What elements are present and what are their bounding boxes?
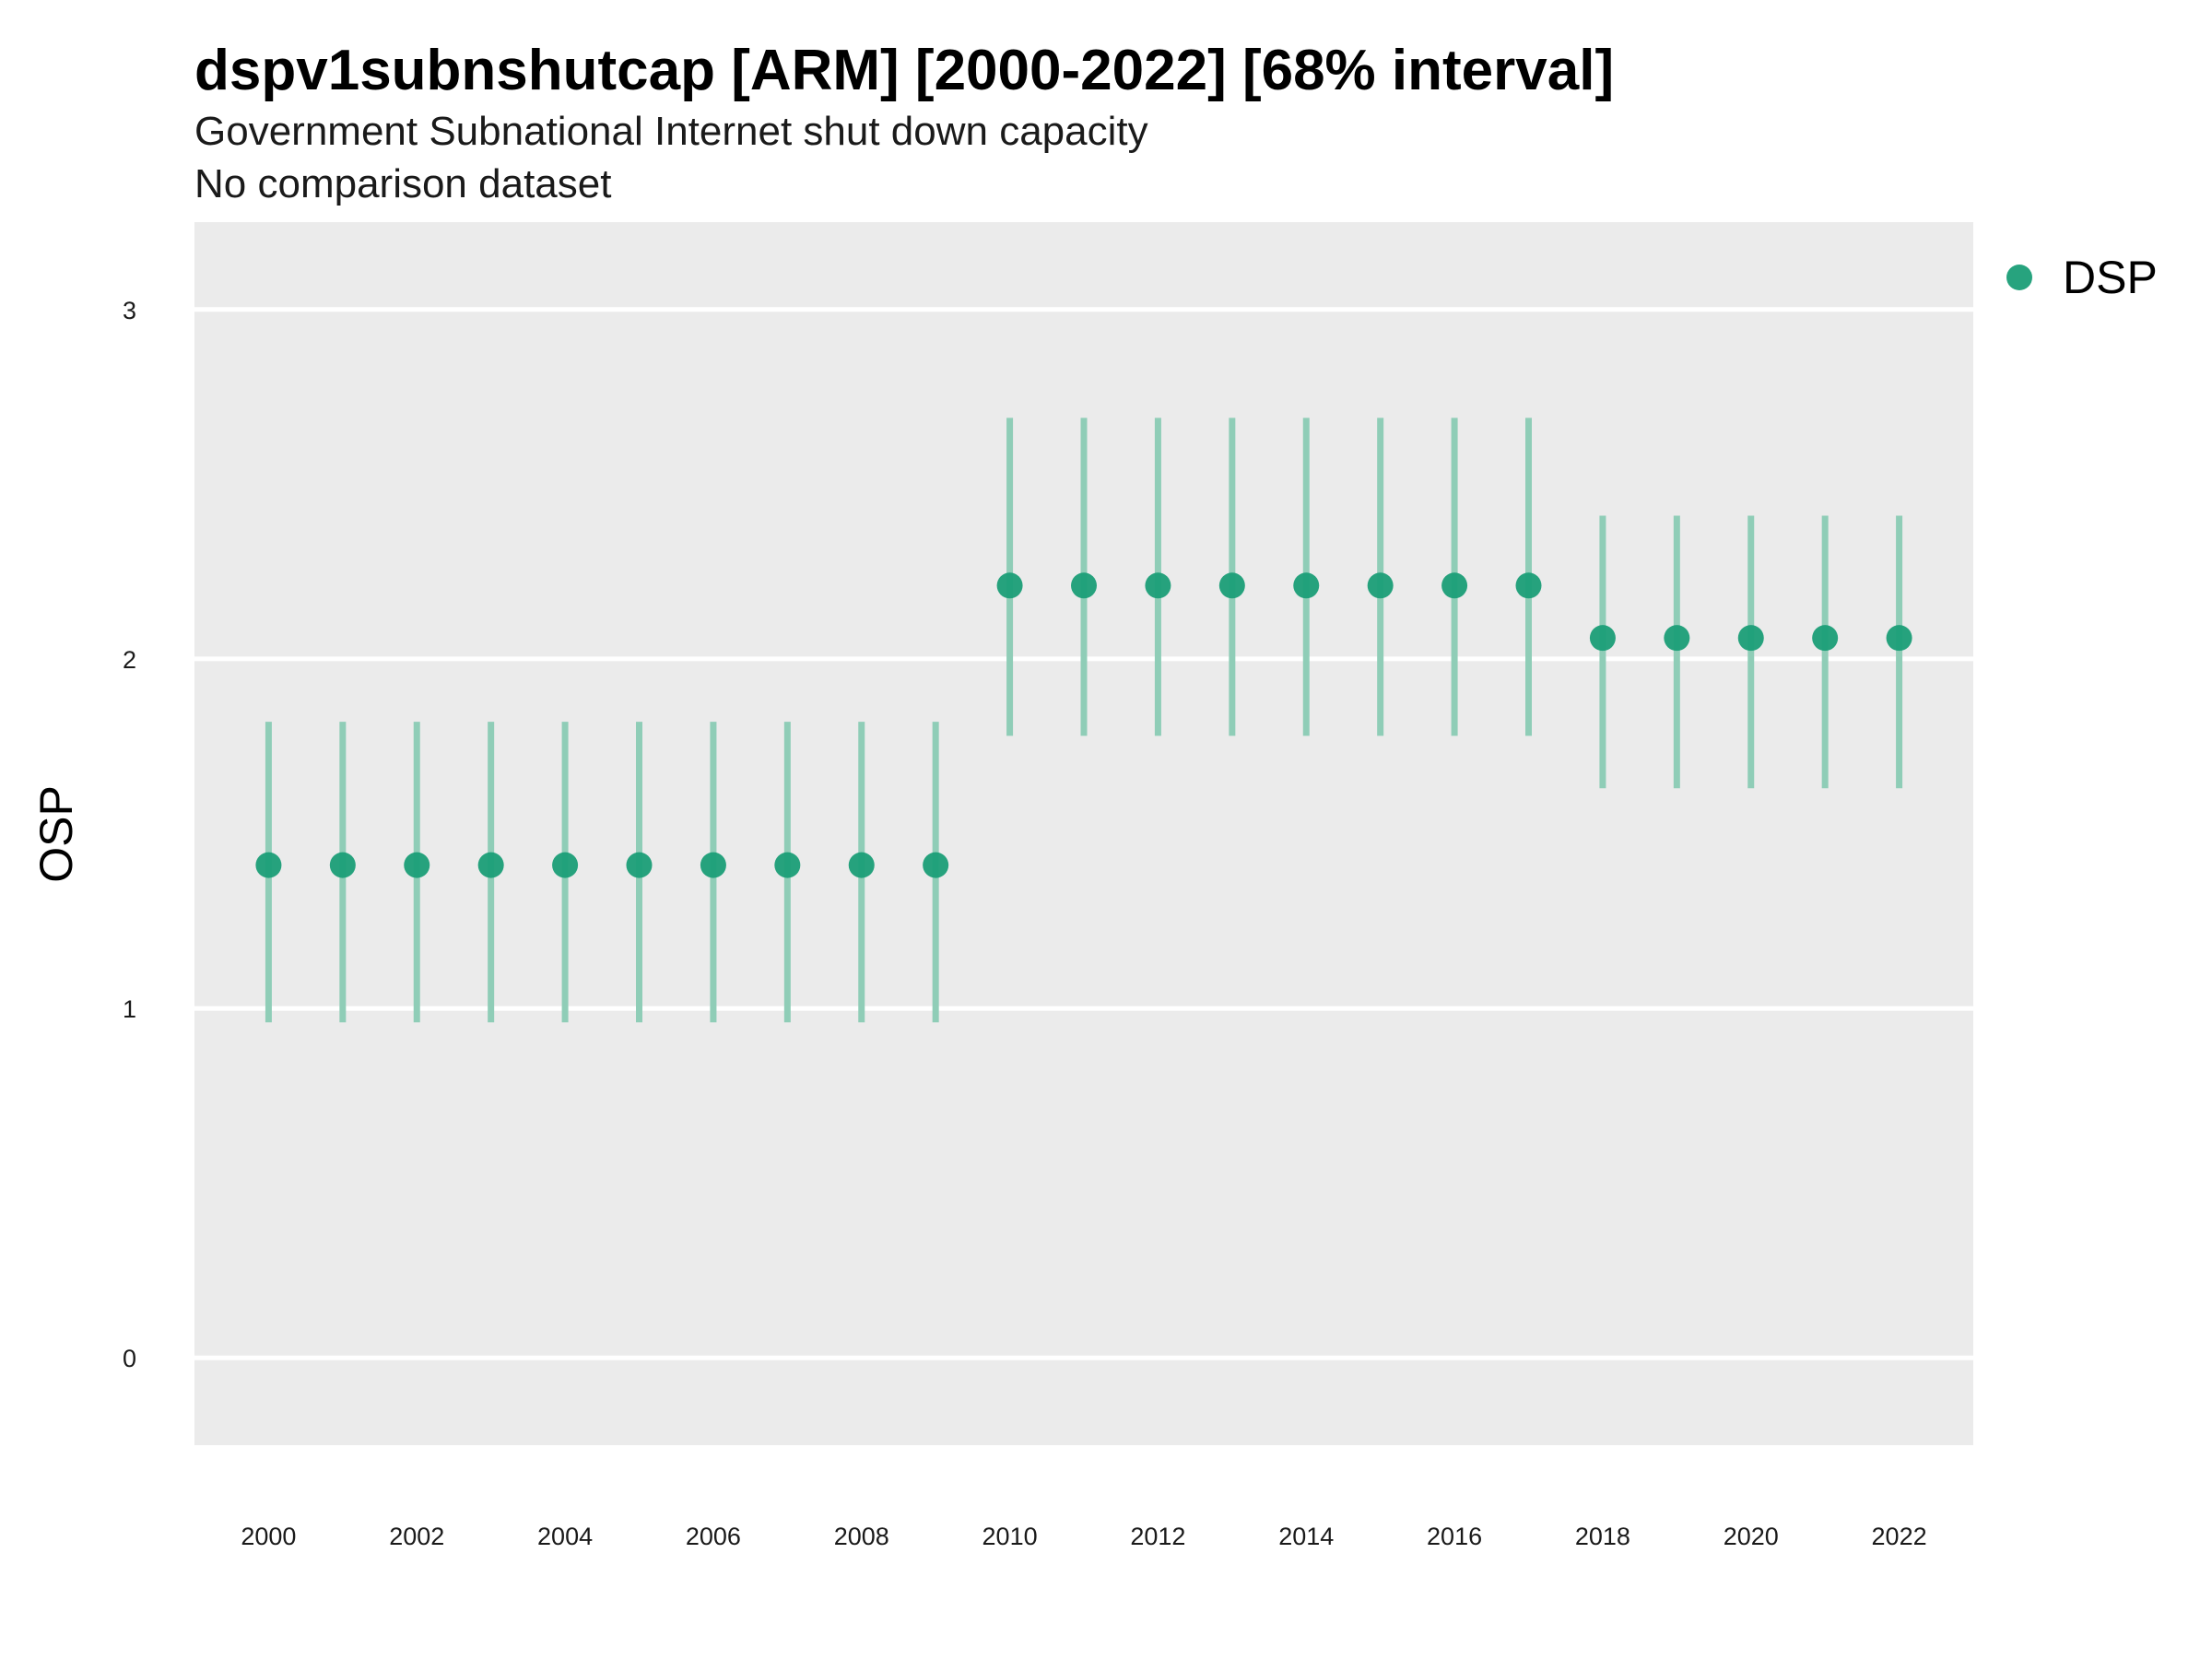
data-points (255, 572, 1912, 878)
x-tick-label: 2020 (1724, 1523, 1779, 1550)
y-tick-label: 1 (123, 995, 136, 1023)
data-point (848, 852, 875, 878)
data-point (1071, 572, 1097, 599)
data-point (700, 852, 726, 878)
data-point (1664, 625, 1690, 652)
x-tick-label: 2012 (1130, 1523, 1185, 1550)
y-tick-label: 2 (123, 646, 136, 674)
data-point (477, 852, 504, 878)
data-point (923, 852, 949, 878)
data-point (552, 852, 579, 878)
data-point (329, 852, 356, 878)
data-point (1293, 572, 1320, 599)
data-point (1218, 572, 1245, 599)
data-point (1589, 625, 1616, 652)
x-tick-label: 2018 (1575, 1523, 1630, 1550)
data-point (996, 572, 1023, 599)
x-tick-label: 2010 (982, 1523, 1038, 1550)
chart-title: dspv1subnshutcap [ARM] [2000-2022] [68% … (194, 39, 1614, 102)
x-tick-label: 2004 (537, 1523, 593, 1550)
x-tick-label: 2008 (834, 1523, 889, 1550)
y-axis-label: OSP (30, 785, 82, 883)
data-point (404, 852, 430, 878)
data-point (1515, 572, 1542, 599)
data-point (1812, 625, 1839, 652)
data-point (1886, 625, 1912, 652)
x-tick-label: 2002 (389, 1523, 444, 1550)
legend: DSP (2006, 252, 2158, 303)
chart-subtitle-comparison: No comparison dataset (194, 161, 611, 206)
x-tick-labels: 2000 2002 2004 2006 2008 2010 2012 2014 2016 2018… (241, 1523, 1926, 1550)
legend-label-dsp: DSP (2063, 252, 2158, 303)
x-tick-label: 2014 (1278, 1523, 1334, 1550)
data-point (255, 852, 282, 878)
y-tick-label: 0 (123, 1345, 136, 1372)
y-tick-labels: 0 1 2 3 (123, 297, 136, 1372)
data-point (626, 852, 653, 878)
chart-subtitle: Government Subnational Internet shut dow… (194, 109, 1148, 154)
data-point (1145, 572, 1171, 599)
x-tick-label: 2022 (1872, 1523, 1927, 1550)
plot-panel (194, 222, 1973, 1445)
x-tick-label: 2006 (686, 1523, 741, 1550)
legend-swatch-dsp (2006, 265, 2032, 290)
x-tick-label: 2016 (1427, 1523, 1482, 1550)
y-tick-label: 3 (123, 297, 136, 324)
data-point (1441, 572, 1468, 599)
data-point (1737, 625, 1764, 652)
x-tick-label: 2000 (241, 1523, 296, 1550)
data-point (774, 852, 801, 878)
data-point (1367, 572, 1394, 599)
